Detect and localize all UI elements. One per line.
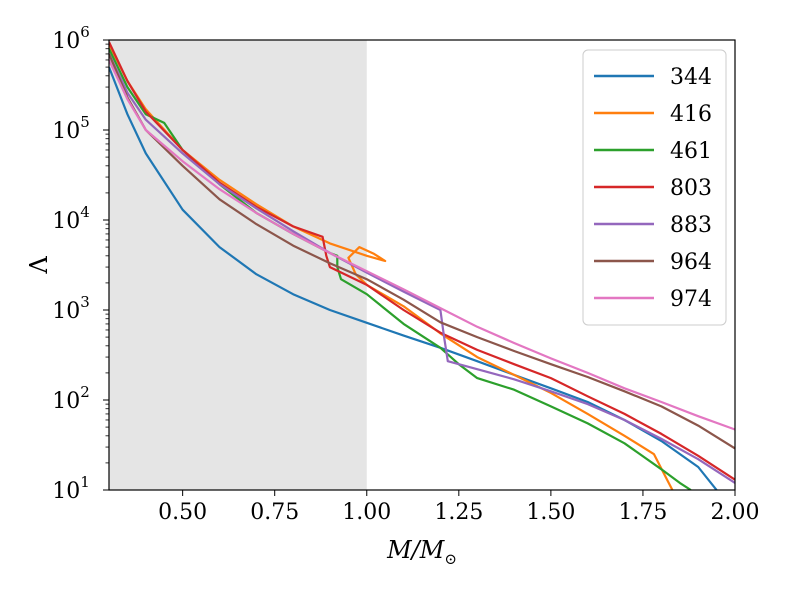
svg-text:M/M⊙: M/M⊙ <box>386 536 457 568</box>
x-tick-label: 1.00 <box>342 500 391 525</box>
x-tick-label: 0.75 <box>250 500 299 525</box>
series-line-964 <box>109 53 735 450</box>
y-tick-label: 102 <box>52 383 90 414</box>
y-axis-label: Λ <box>25 256 53 275</box>
series-line-883 <box>109 53 735 484</box>
x-tick-label: 1.50 <box>526 500 575 525</box>
y-tick-label: 103 <box>52 293 90 324</box>
y-tick-label: 104 <box>52 203 90 234</box>
x-tick-label: 0.50 <box>158 500 207 525</box>
legend-label-883: 883 <box>670 213 712 238</box>
y-tick-label: 105 <box>52 113 90 144</box>
x-tick-label: 1.75 <box>618 500 667 525</box>
y-tick-label: 106 <box>52 23 90 54</box>
legend-label-344: 344 <box>670 65 712 90</box>
legend: 344 416 461 803 883 964 974 <box>582 49 727 326</box>
legend-label-964: 964 <box>670 250 712 275</box>
x-tick-label: 2.00 <box>711 500 760 525</box>
legend-label-416: 416 <box>670 102 712 127</box>
plot-frame <box>108 39 736 491</box>
y-tick-label: 101 <box>52 473 90 504</box>
series-line-803 <box>109 41 735 481</box>
x-tick-label: 1.25 <box>434 500 483 525</box>
legend-box <box>582 49 727 326</box>
x-axis-label: M/M⊙ <box>386 536 457 568</box>
series-line-416 <box>109 43 674 490</box>
legend-label-974: 974 <box>670 287 712 312</box>
legend-label-461: 461 <box>670 139 712 164</box>
series-line-974 <box>109 59 735 431</box>
legend-label-803: 803 <box>670 176 712 201</box>
